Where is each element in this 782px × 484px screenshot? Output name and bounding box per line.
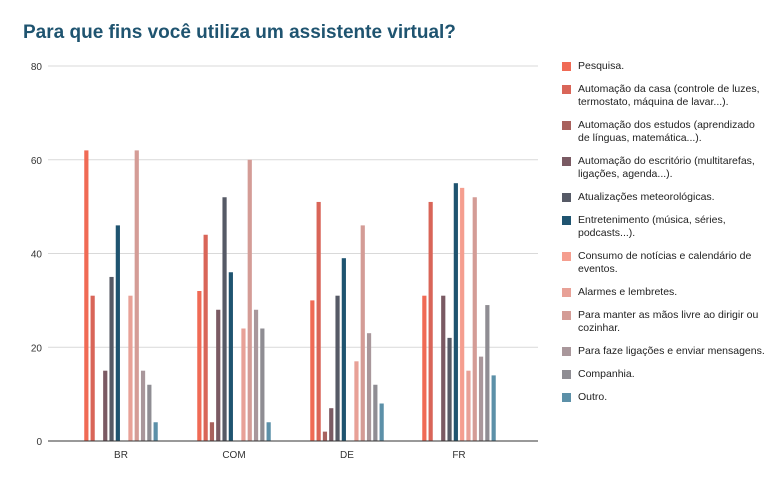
legend-label: Automação dos estudos (aprendizado de lí… [578,119,755,144]
legend-item: Para manter as mãos livre ao dirigir ou … [562,309,767,335]
bar-br-10 [147,384,152,441]
y-tick-label: 80 [31,62,43,73]
legend-swatch [562,347,571,356]
legend-swatch [562,157,571,166]
legend-swatch [562,393,571,402]
bar-fr-10 [485,305,490,441]
legend-swatch [562,252,571,261]
x-tick-label: FR [452,450,465,461]
y-axis-ticks: 0 20 40 60 80 [31,62,43,448]
legend-swatch [562,62,571,71]
bar-com-0 [197,291,202,441]
legend-label: Para manter as mãos livre ao dirigir ou … [578,309,759,334]
legend-item: Atualizações meteorológicas. [562,191,767,204]
bar-fr-9 [478,356,484,442]
bar-de-8 [360,225,365,441]
legend-item: Para faze ligações e enviar mensagens. [562,345,767,358]
legend-item: Automação do escritório (multitarefas, l… [562,155,767,181]
legend-label: Automação da casa (controle de luzes, te… [578,83,760,108]
bar-fr-11 [491,375,496,442]
bar-br-9 [140,370,146,441]
y-tick-label: 0 [36,437,42,448]
legend-label: Para faze ligações e enviar mensagens. [578,345,765,357]
legend: Pesquisa. Automação da casa (controle de … [562,60,767,414]
bar-br-0 [84,150,89,442]
bar-br-11 [153,422,158,441]
bar-de-4 [335,295,340,441]
bar-fr-0 [422,295,427,441]
x-tick-label: DE [340,450,354,461]
bar-de-5 [341,258,346,441]
legend-swatch [562,193,571,202]
bar-de-11 [379,403,384,441]
bars [84,150,496,442]
bar-com-4 [222,197,227,441]
legend-swatch [562,216,571,225]
x-axis-ticks: BR COM DE FR [114,450,466,461]
bar-br-1 [90,295,95,441]
bar-de-10 [373,384,378,441]
bar-de-0 [310,300,315,442]
bar-com-1 [203,234,208,441]
bar-fr-5 [453,183,458,441]
legend-item: Automação da casa (controle de luzes, te… [562,83,767,109]
bar-com-3 [216,309,221,441]
grid-lines [48,65,538,348]
bar-com-11 [266,422,271,441]
bar-fr-4 [447,337,452,442]
bar-br-7 [128,295,133,441]
legend-item: Automação dos estudos (aprendizado de lí… [562,119,767,145]
chart-title: Para que fins você utiliza um assistente… [23,22,456,43]
legend-item: Entretenimento (música, séries, podcasts… [562,214,767,240]
legend-item: Alarmes e lembretes. [562,286,767,299]
legend-swatch [562,85,571,94]
bar-de-1 [316,201,321,441]
legend-label: Companhia. [578,368,635,380]
x-tick-label: BR [114,450,128,461]
bar-fr-3 [441,295,446,441]
bar-com-10 [260,328,265,441]
legend-label: Pesquisa. [578,60,625,72]
legend-label: Automação do escritório (multitarefas, l… [578,155,755,180]
bar-br-8 [134,150,139,442]
legend-swatch [562,311,571,320]
bar-br-3 [103,370,108,441]
bar-com-2 [209,422,215,441]
bar-com-7 [241,328,246,441]
bar-com-5 [228,272,233,441]
legend-item: Outro. [562,391,767,404]
bar-fr-1 [428,201,433,441]
bar-fr-8 [472,197,477,441]
legend-item: Companhia. [562,368,767,381]
bar-br-4 [109,276,114,441]
y-tick-label: 40 [31,250,43,261]
bar-de-9 [366,333,372,441]
legend-label: Alarmes e lembretes. [578,286,678,298]
bar-de-2 [322,431,328,442]
bar-br-5 [115,225,120,441]
legend-swatch [562,370,571,379]
bar-de-3 [329,408,334,441]
legend-swatch [562,288,571,297]
bar-com-9 [253,309,259,441]
bar-fr-7 [466,370,471,441]
legend-label: Atualizações meteorológicas. [578,191,715,203]
x-tick-label: COM [222,450,245,461]
legend-item: Consumo de notícias e calendário de even… [562,250,767,276]
y-tick-label: 20 [31,343,43,354]
legend-label: Outro. [578,391,608,403]
bar-de-7 [354,361,359,441]
legend-item: Pesquisa. [562,60,767,73]
y-tick-label: 60 [31,156,43,167]
bar-com-8 [247,159,252,441]
legend-label: Consumo de notícias e calendário de even… [578,250,752,275]
bar-fr-6 [460,187,465,441]
legend-label: Entretenimento (música, séries, podcasts… [578,214,726,239]
legend-swatch [562,121,571,130]
